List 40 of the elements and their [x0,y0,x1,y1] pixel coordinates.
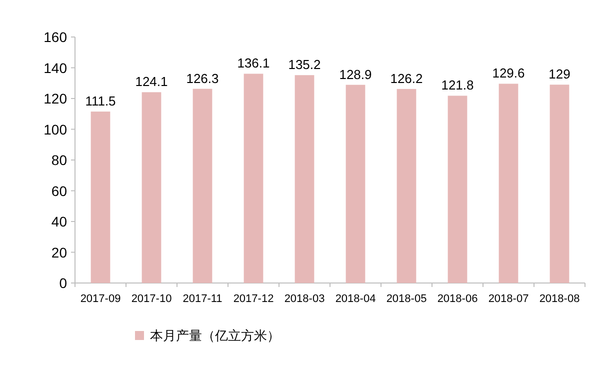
x-tick-label: 2018-05 [386,293,427,305]
bar [498,84,518,283]
legend-label: 本月产量（亿立方米） [150,328,280,343]
y-tick-label: 60 [51,182,68,199]
bar [448,96,468,283]
y-tick-label: 0 [59,275,68,291]
data-label: 126.3 [186,70,219,86]
bar [142,92,162,283]
y-tick-label: 100 [44,121,68,138]
data-label: 121.8 [441,78,474,93]
data-label: 129 [548,66,570,82]
y-tick-label: 80 [51,152,68,168]
x-tick-label: 2018-03 [284,293,325,305]
x-tick-label: 2018-08 [539,293,580,305]
data-label: 128.9 [339,66,372,82]
data-label: 135.2 [288,57,321,72]
x-tick-label: 2017-12 [233,293,274,305]
x-tick-label: 2017-10 [131,293,172,305]
bar [396,88,416,283]
data-label: 124.1 [135,74,168,90]
y-tick-label: 160 [44,29,68,45]
bar [294,75,314,283]
y-tick-label: 140 [44,60,68,76]
x-tick-label: 2017-09 [80,293,121,305]
x-tick-label: 2018-06 [437,293,478,305]
data-label: 126.2 [390,70,423,86]
bar [192,88,212,283]
x-tick-label: 2017-11 [182,293,222,305]
bar [346,84,366,283]
bar [244,74,264,283]
data-label: 129.6 [492,66,525,81]
y-tick-label: 40 [51,214,68,230]
data-label: 111.5 [85,94,116,109]
x-tick-label: 2018-07 [488,293,529,305]
y-tick-label: 120 [44,90,68,106]
x-tick-label: 2018-04 [335,293,376,305]
bar [550,84,570,283]
data-label: 136.1 [237,56,270,71]
bar [90,112,110,283]
y-tick-label: 20 [51,244,68,260]
